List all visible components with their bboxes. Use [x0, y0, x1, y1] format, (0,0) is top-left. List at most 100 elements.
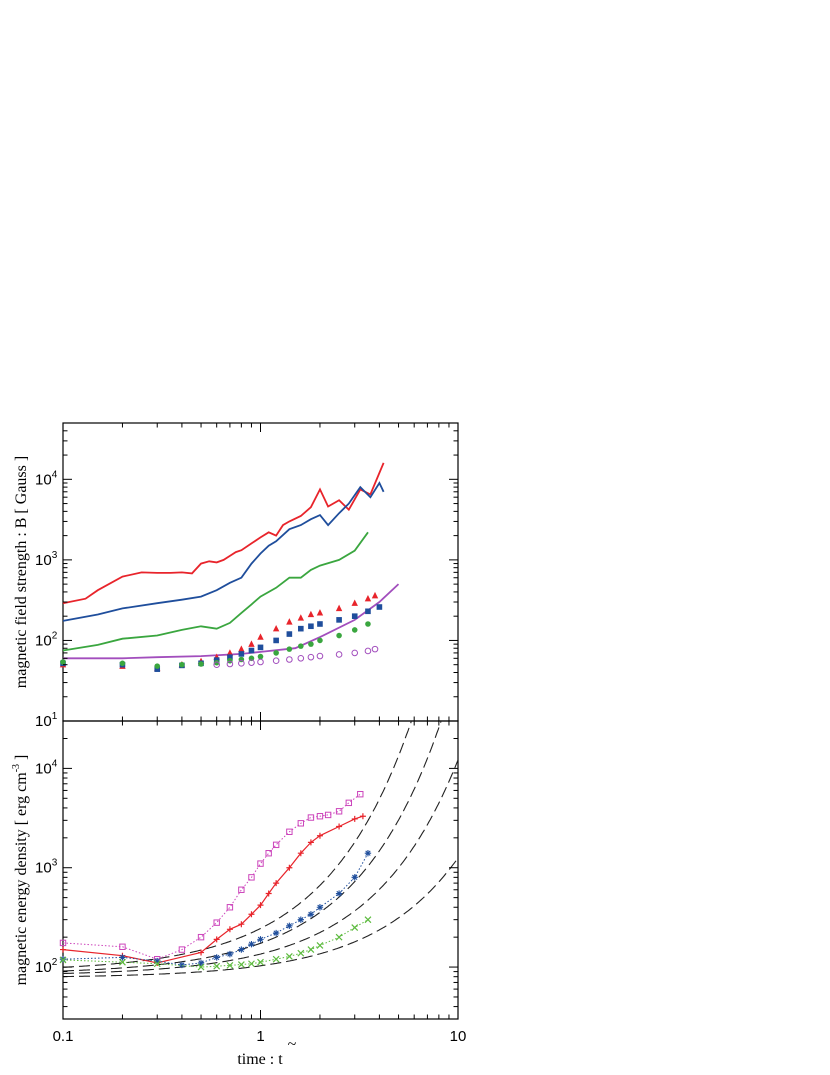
top-series-5: [60, 604, 383, 672]
x-tick-label: 1: [256, 1028, 264, 1045]
data-point: [257, 860, 264, 867]
y-tick-label-base: 10: [35, 552, 52, 569]
data-point: [297, 850, 304, 857]
data-point: [248, 647, 255, 654]
data-point: [248, 960, 255, 968]
data-point: [335, 808, 343, 815]
bottom-series-group: [59, 790, 372, 971]
data-point: [316, 813, 324, 820]
data-point: [272, 955, 280, 963]
x-tick-label: 0.1: [53, 1028, 74, 1045]
data-point: [308, 641, 314, 647]
data-point: [316, 904, 324, 911]
data-point: [60, 946, 66, 953]
data-point: [265, 890, 272, 897]
series-line: [62, 531, 369, 652]
data-point: [336, 823, 343, 830]
data-point: [297, 614, 305, 621]
y-tick-label-base: 10: [35, 760, 52, 777]
data-point: [365, 621, 371, 627]
data-point: [154, 666, 161, 672]
y-tick-label: 104: [35, 758, 58, 777]
data-point: [351, 874, 358, 881]
data-point: [335, 890, 343, 897]
y-tick-label-exp: 4: [52, 758, 58, 769]
data-point: [351, 627, 358, 633]
data-point: [179, 661, 185, 668]
data-point: [286, 646, 293, 652]
data-point: [227, 654, 233, 660]
data-point: [153, 960, 161, 968]
data-point: [317, 637, 323, 644]
top-series-3: [63, 583, 400, 660]
data-point: [197, 933, 205, 941]
data-point: [237, 961, 245, 968]
y-tick-label: 102: [35, 957, 58, 976]
data-point: [59, 956, 67, 964]
data-point: [226, 660, 234, 668]
y-tick-label: 101: [35, 711, 58, 730]
data-point: [226, 904, 234, 911]
y-tick-label-base: 10: [35, 471, 52, 488]
data-point: [297, 820, 305, 827]
y-tick-label-exp: 3: [52, 858, 58, 869]
bottom-series-0: [59, 790, 364, 963]
data-point: [238, 651, 245, 657]
data-point: [273, 637, 279, 644]
data-point: [286, 864, 293, 871]
dashed-fit-curve: [63, 857, 458, 978]
data-point: [376, 604, 383, 610]
series-line: [62, 462, 385, 605]
data-point: [248, 659, 255, 666]
data-point: [238, 921, 245, 928]
series-line: [62, 919, 369, 968]
data-point: [178, 946, 186, 953]
data-point: [272, 841, 280, 849]
top-panel-frame: [62, 422, 459, 722]
data-point: [248, 940, 255, 948]
x-axis-label-accent: ~: [288, 1036, 297, 1053]
data-point: [307, 653, 315, 661]
data-point: [197, 963, 205, 971]
y-tick-label-base: 10: [35, 632, 52, 649]
dashed-fit-curve: [63, 759, 458, 975]
data-point: [60, 659, 66, 665]
data-point: [316, 652, 324, 660]
bottom-series-2: [59, 850, 372, 969]
data-point: [335, 651, 343, 658]
series-line: [62, 481, 385, 622]
bottom-panel-frame: [62, 720, 459, 1020]
data-point: [226, 950, 234, 958]
data-point: [316, 942, 324, 949]
data-point: [119, 943, 126, 950]
data-point: [154, 957, 161, 965]
data-point: [198, 661, 204, 667]
x-tick-labels: 0.1 1 10: [53, 1028, 467, 1045]
data-point: [324, 811, 332, 819]
y-tick-label-exp: 4: [52, 469, 58, 480]
series-line: [63, 583, 400, 660]
data-point: [308, 623, 314, 630]
data-point: [213, 936, 220, 943]
data-point: [238, 886, 245, 893]
data-point: [272, 624, 280, 632]
data-point: [257, 658, 264, 666]
data-point: [119, 954, 126, 961]
y-tick-label-exp: 2: [52, 957, 58, 968]
y-tick-label: 104: [35, 469, 58, 488]
data-point: [238, 645, 245, 652]
x-axis-label: time : t: [237, 1051, 283, 1068]
data-point: [286, 922, 293, 930]
y-tick-label: 103: [35, 858, 58, 877]
bottom-series-1: [60, 813, 366, 966]
data-point: [307, 911, 315, 918]
data-point: [336, 632, 342, 639]
data-point: [307, 946, 315, 953]
data-point: [286, 618, 293, 625]
data-point: [336, 617, 342, 623]
y-tick-label: 102: [35, 630, 58, 649]
data-point: [316, 609, 324, 616]
bottom-y-axis-label: magnetic energy density [ erg cm-3 ]: [11, 755, 30, 986]
